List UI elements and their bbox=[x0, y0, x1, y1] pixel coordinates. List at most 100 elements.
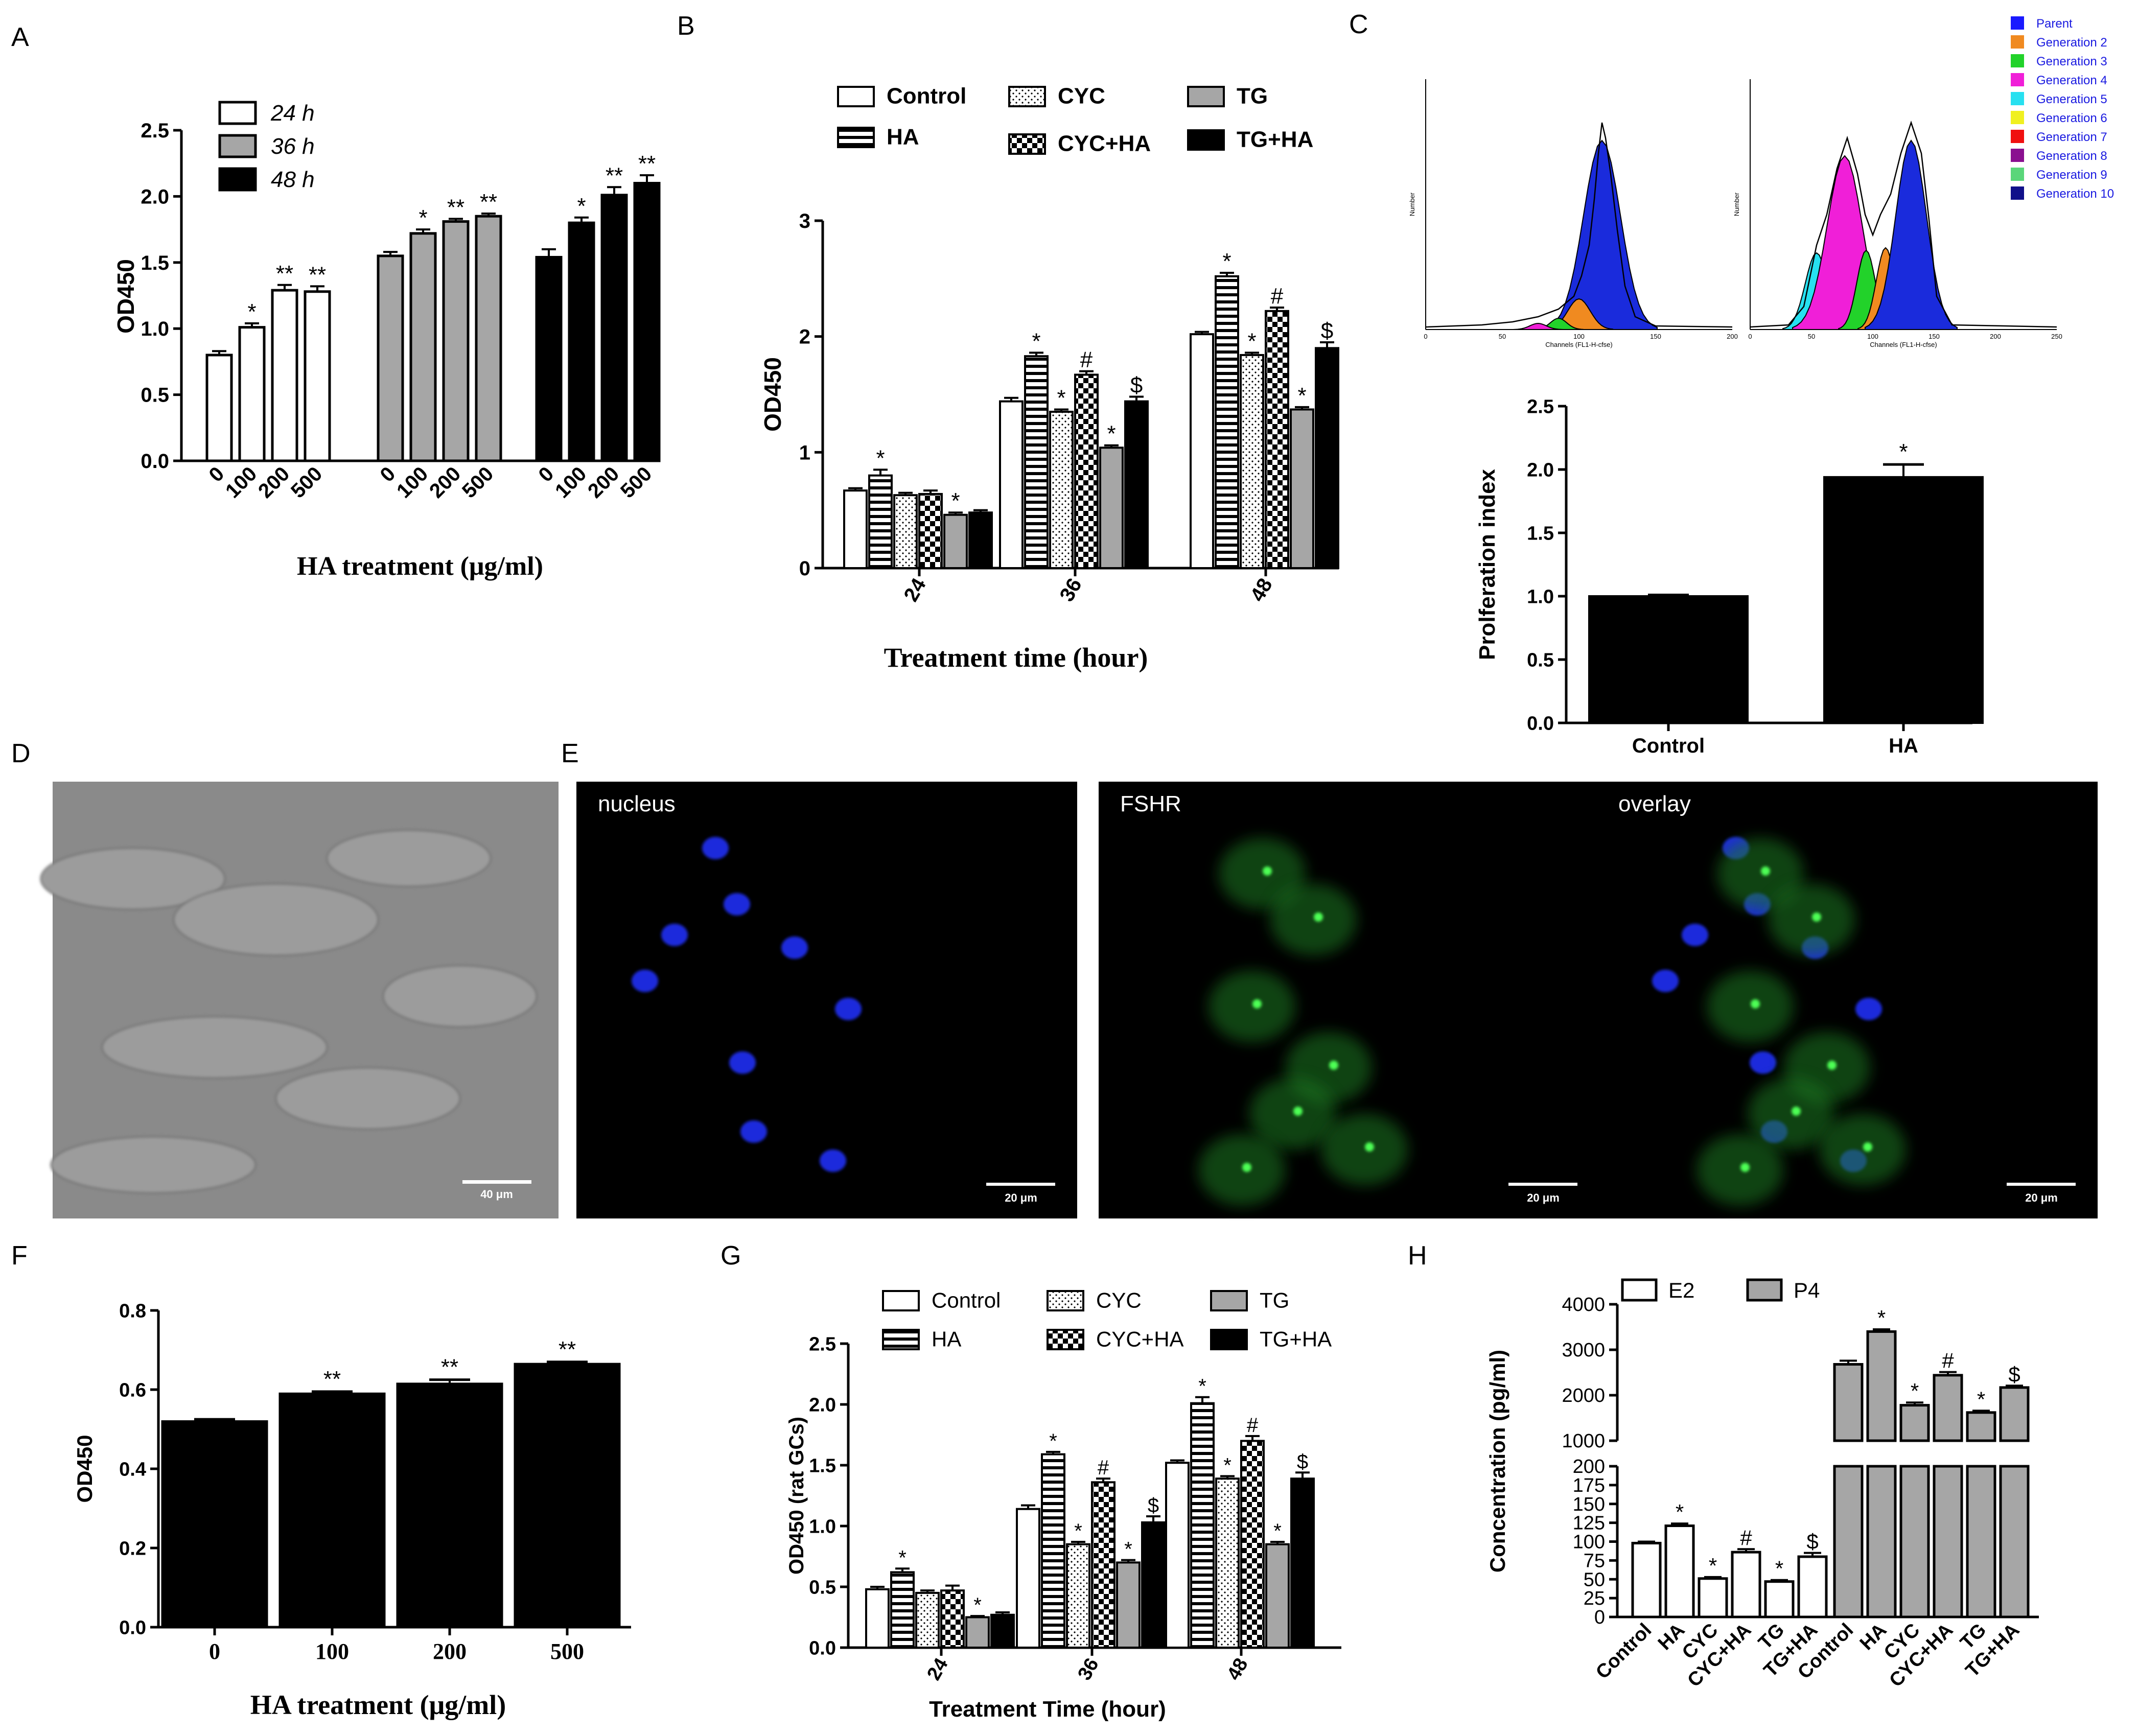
grouped-bar-TG bbox=[1116, 1561, 1141, 1649]
panel-a-bar bbox=[377, 254, 404, 462]
x-tick-label: 36 bbox=[1055, 575, 1086, 606]
grouped-bar-TG+HA bbox=[1315, 347, 1339, 569]
3-y-tick-label: 0.2 bbox=[119, 1538, 146, 1559]
significance-mark: $ bbox=[2008, 1362, 2020, 1386]
flow-histogram-outline bbox=[1750, 121, 2057, 328]
panel-a-y-axis-label: OD450 bbox=[112, 259, 139, 334]
significance-mark: # bbox=[1247, 1414, 1259, 1437]
significance-mark: $ bbox=[1130, 373, 1143, 398]
legend-swatch-TG+HA bbox=[1210, 1329, 1248, 1350]
panel-g-chart: 0.0 0.5 1.0 1.5 2.0 2.5 * * 24 * * # * $36 * * # * $48 OD45… bbox=[785, 1288, 1341, 1722]
bar bbox=[1823, 476, 1984, 724]
flow-legend-swatch bbox=[2011, 54, 2024, 67]
grouped-bar-TG+HA bbox=[1141, 1521, 1166, 1649]
legend-swatch-CYC+HA bbox=[1008, 133, 1046, 155]
fshr-puncta bbox=[1242, 1163, 1251, 1172]
panel-a-x-tick-label: 200 bbox=[254, 462, 294, 502]
panel-a-x-tick-label: 200 bbox=[584, 462, 623, 502]
grouped-bar-CYC+HA bbox=[940, 1589, 965, 1649]
y-tick-label: 200 bbox=[1573, 1456, 1605, 1477]
fshr-puncta bbox=[1792, 1107, 1801, 1116]
flow-legend-swatch bbox=[2011, 73, 2024, 86]
scale-bar bbox=[462, 1180, 531, 1184]
x-tick-label: Control bbox=[1592, 1620, 1656, 1683]
fshr-signal bbox=[1717, 838, 1804, 909]
bar-P4-lower bbox=[1933, 1465, 1963, 1618]
flow-legend-label: Generation 6 bbox=[2036, 111, 2107, 125]
legend-label: TG bbox=[1237, 83, 1268, 108]
significance-mark: * bbox=[1222, 249, 1231, 274]
4-y-tick-label: 1.0 bbox=[809, 1516, 836, 1537]
1-y-tick-label: 1 bbox=[799, 441, 810, 464]
bar-P4-upper bbox=[1833, 1363, 1864, 1442]
significance-mark: * bbox=[1273, 1520, 1282, 1542]
panel-a-bar bbox=[475, 215, 502, 462]
flow-generation-peak bbox=[1513, 322, 1563, 330]
panel-a-x-axis-label: HA treatment (μg/ml) bbox=[297, 552, 543, 581]
fshr-puncta bbox=[1863, 1142, 1872, 1152]
4-y-tick-label: 1.5 bbox=[809, 1455, 836, 1476]
panel-c-chart: 0.0 0.5 1.0 1.5 2.0 2.5 Control * HA Prolferation… bbox=[1475, 396, 1984, 757]
significance-mark: * bbox=[898, 1546, 907, 1569]
flow-generation-peak bbox=[1546, 139, 1658, 330]
flow-x-tick-label: 50 bbox=[1499, 333, 1506, 340]
micrograph-label: FSHR bbox=[1120, 791, 1181, 816]
grouped-bar-TG+HA bbox=[1290, 1477, 1315, 1649]
significance-mark: * bbox=[1899, 439, 1908, 464]
fshr-puncta bbox=[1252, 999, 1262, 1008]
significance-mark: * bbox=[1074, 1520, 1082, 1542]
legend-label: Control bbox=[887, 83, 966, 108]
bar bbox=[514, 1363, 621, 1628]
legend-swatch-TG bbox=[1210, 1290, 1248, 1311]
grouped-bar-CYC bbox=[1049, 411, 1074, 569]
significance-mark: # bbox=[1271, 284, 1284, 309]
flow-legend-label: Generation 9 bbox=[2036, 168, 2107, 182]
grouped-bar-CYC bbox=[893, 494, 918, 570]
panel-letter-b: B bbox=[677, 11, 695, 41]
bar-P4-lower bbox=[1999, 1465, 2030, 1618]
flow-legend-swatch bbox=[2011, 92, 2024, 105]
3-y-tick-label: 0.8 bbox=[119, 1300, 146, 1322]
grouped-bar-TG+HA bbox=[968, 511, 993, 570]
y-tick-label: 0 bbox=[1594, 1607, 1605, 1628]
panel-a-x-tick-label: 100 bbox=[551, 462, 591, 502]
panel-letter-f: F bbox=[11, 1241, 28, 1271]
panel-a-significance-mark: * bbox=[419, 205, 427, 230]
fshr-puncta bbox=[1761, 866, 1770, 876]
2-y-tick-label: 2.5 bbox=[1527, 396, 1554, 417]
panel-a-x-tick-label: 500 bbox=[458, 462, 498, 502]
x-tick-label: HA bbox=[1889, 735, 1918, 757]
panel-letter-e: E bbox=[561, 739, 579, 768]
bar-E2 bbox=[1731, 1551, 1761, 1618]
significance-mark: $ bbox=[1321, 318, 1333, 343]
panel-c-flow: 0 50 100 150 200 Channels (FL1-H-cfse) Number 0… bbox=[1408, 16, 2114, 348]
nucleus-spot bbox=[835, 998, 862, 1020]
2-y-tick-label: 1.5 bbox=[1527, 523, 1554, 544]
panel-a-significance-mark: ** bbox=[447, 195, 464, 220]
panel-a-x-tick-label: 200 bbox=[425, 462, 465, 502]
0-y-tick-label: 2.5 bbox=[141, 120, 169, 142]
legend-swatch-E2 bbox=[1621, 1278, 1658, 1302]
fshr-signal bbox=[1249, 1078, 1336, 1149]
nucleus-spot bbox=[820, 1149, 846, 1172]
y-tick-label: 3000 bbox=[1562, 1340, 1605, 1361]
panel-a-significance-mark: ** bbox=[276, 261, 293, 286]
grouped-bar-HA bbox=[1041, 1453, 1065, 1649]
panel-a-bar bbox=[409, 232, 437, 462]
flow-y-axis-label: Number bbox=[1733, 192, 1740, 216]
fshr-signal bbox=[1697, 1134, 1783, 1206]
2-y-tick-label: 0.5 bbox=[1527, 649, 1554, 671]
nucleus-spot bbox=[740, 1120, 767, 1143]
legend-swatch-Control bbox=[882, 1290, 920, 1311]
grouped-bar-HA bbox=[868, 474, 893, 570]
0-y-tick-label: 0.5 bbox=[141, 384, 169, 407]
panel-a-bar bbox=[271, 289, 298, 462]
y-tick-label: 50 bbox=[1584, 1569, 1605, 1590]
flow-legend-swatch bbox=[2011, 130, 2024, 143]
4-y-tick-label: 2.5 bbox=[809, 1333, 836, 1355]
fshr-signal bbox=[1198, 1134, 1285, 1206]
bar bbox=[1588, 595, 1749, 724]
y-tick-label: 75 bbox=[1584, 1550, 1605, 1571]
grouped-bar-Control bbox=[865, 1588, 890, 1649]
grouped-bar-TG bbox=[943, 513, 968, 570]
